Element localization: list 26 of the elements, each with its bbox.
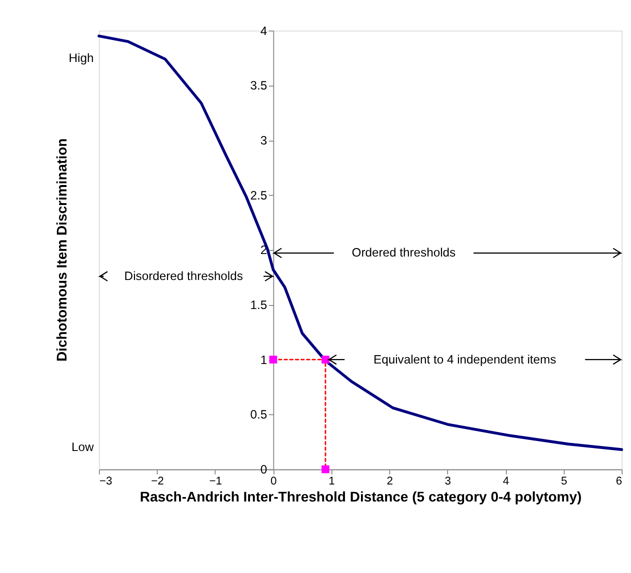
- x-tick-label: 3: [444, 476, 452, 488]
- x-tick-label: 6: [616, 476, 622, 488]
- line-series: [98, 34, 624, 451]
- text: High: [68, 50, 94, 65]
- x-axis-title: Rasch-Andrich Inter-Threshold Distance (5 category 0-4 polytomy): [140, 488, 582, 504]
- y-tick-label: 1.5: [250, 298, 268, 312]
- x-tick-label: −3: [99, 476, 112, 488]
- y-tick-label: 3.5: [250, 78, 268, 93]
- annotation: Equivalent to 4 independent items: [374, 352, 556, 366]
- annotation: Ordered thresholds: [352, 246, 456, 260]
- y-tick-label: 0.5: [250, 408, 268, 422]
- y-tick-label: 4: [260, 24, 268, 38]
- x-tick-label: 1: [328, 476, 335, 488]
- annotation: Disordered thresholds: [124, 268, 243, 283]
- x-tick-label: −1: [209, 476, 222, 488]
- x-tick-label: 4: [502, 476, 510, 488]
- x-tick-label: −2: [151, 476, 164, 488]
- x-tick-label: 0: [270, 476, 277, 488]
- x-tick-label: 2: [386, 476, 393, 488]
- y-tick-label: 1: [260, 352, 268, 367]
- y-tick-label: 3: [260, 133, 268, 148]
- y-tick-label: 0: [260, 462, 268, 476]
- x-tick-label: 5: [560, 476, 568, 488]
- text: Low: [71, 440, 94, 454]
- y-tick-label: 2.5: [250, 188, 268, 202]
- y-axis-title: Dichotomous Item Discrimination: [53, 138, 70, 362]
